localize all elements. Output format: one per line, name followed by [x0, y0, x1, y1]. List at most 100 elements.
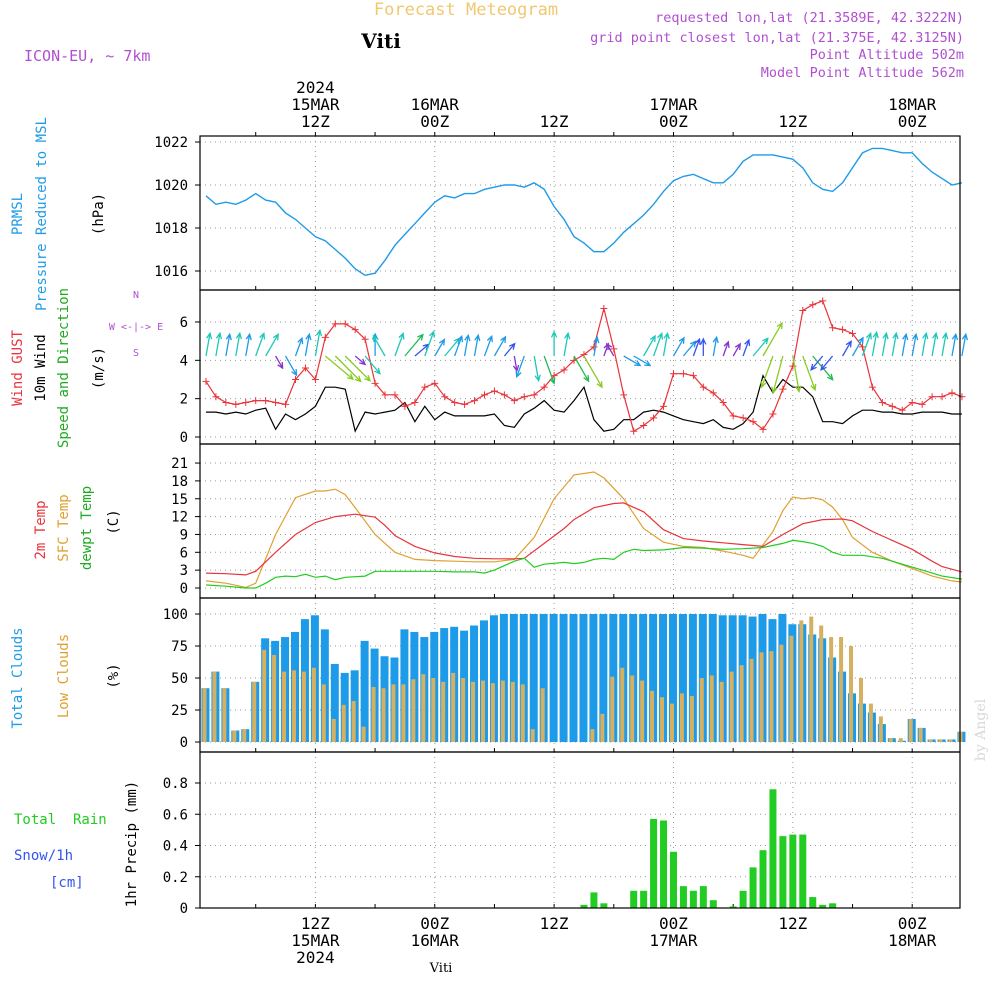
wind-direction-arrow — [732, 342, 741, 357]
wind-direction-arrow — [851, 336, 864, 357]
wind-direction-arrow — [951, 332, 959, 357]
wind-direction-arrow — [493, 335, 507, 357]
gust-marker — [291, 375, 299, 383]
wind-y-ticks: 0 2 4 6 — [180, 315, 200, 446]
wind-direction-arrow — [275, 355, 284, 370]
time-label: 18MAR — [888, 931, 937, 950]
time-label: 00Z — [659, 112, 688, 131]
total-cloud-bar — [718, 615, 727, 742]
wind-direction-arrow — [643, 334, 656, 357]
y-tick-label: 0 — [180, 735, 188, 751]
low-cloud-bar — [441, 681, 446, 742]
clouds-panel: 0 25 50 75 100 Total Clouds Low Clouds (%) — [10, 598, 966, 752]
low-cloud-bar — [232, 730, 237, 742]
low-cloud-bar — [669, 703, 674, 742]
y-tick-label: 6 — [180, 545, 188, 561]
low-cloud-bar — [361, 726, 366, 742]
rain-bar — [759, 850, 767, 908]
wind-direction-arrow — [294, 336, 304, 357]
credit-watermark: by Angel — [973, 698, 989, 761]
wind-direction-arrow — [550, 330, 558, 356]
gust-marker — [669, 370, 677, 378]
low-cloud-bar — [540, 688, 545, 742]
wind-direction-arrow — [284, 355, 298, 377]
low-cloud-bar — [868, 703, 873, 742]
gust-marker — [351, 326, 359, 334]
time-label: 18MAR — [888, 95, 937, 114]
sfc-temp-line — [205, 471, 962, 589]
rain-bar — [590, 892, 598, 908]
total-cloud-bar — [668, 614, 677, 742]
low-cloud-bar — [749, 658, 754, 742]
wind-direction-arrow — [662, 331, 670, 357]
low-cloud-bar — [650, 690, 655, 742]
gust-marker — [759, 425, 767, 433]
y-tick-label: 0.4 — [163, 839, 188, 855]
low-cloud-bar — [411, 679, 416, 742]
gust-marker — [819, 297, 827, 305]
gust-marker — [809, 301, 817, 309]
low-cloud-bar — [590, 729, 595, 742]
gust-marker — [500, 391, 508, 399]
low-cloud-bar — [819, 625, 824, 742]
model-point-altitude: Model Point Altitude 562m — [761, 65, 964, 81]
chart-title: Forecast Meteogram — [374, 0, 558, 20]
low-cloud-bar — [391, 684, 396, 742]
total-rain-label: Total Rain — [14, 812, 107, 828]
time-label: 17MAR — [649, 95, 698, 114]
y-tick-label: 50 — [171, 671, 188, 687]
prmsl-label: PRMSL — [10, 193, 26, 235]
gust-marker — [232, 400, 240, 408]
gust-marker — [590, 343, 598, 351]
total-cloud-bar — [579, 614, 588, 742]
time-label: 00Z — [420, 914, 449, 933]
low-cloud-bar — [779, 644, 784, 742]
y-tick-label: 1022 — [154, 135, 188, 151]
gust-marker — [411, 398, 419, 406]
time-label: 00Z — [898, 112, 927, 131]
wind-direction-arrow — [573, 355, 590, 383]
time-label: 15MAR — [291, 95, 340, 114]
time-label: 12Z — [540, 914, 569, 933]
gust-marker — [640, 421, 648, 429]
low-cloud-bar — [461, 678, 466, 742]
gust-marker — [839, 326, 847, 334]
gust-marker — [600, 305, 608, 313]
rain-bar — [799, 834, 807, 908]
clouds-y-ticks: 0 25 50 75 100 — [163, 607, 200, 751]
temperature-panel: 0 3 6 912 15 18 21 2m Temp SFC Temp dewpt Temp… — [33, 444, 963, 598]
gust-marker — [431, 379, 439, 387]
gust-marker — [888, 402, 896, 410]
gust-marker — [321, 333, 329, 341]
low-cloud-bar — [431, 678, 436, 742]
wind-direction-arrow — [871, 330, 879, 357]
low-cloud-bar — [421, 674, 426, 742]
rain-bar — [580, 904, 588, 908]
total-cloud-bar — [649, 614, 658, 742]
low-cloud-bar — [262, 649, 267, 742]
gust-marker — [739, 414, 747, 422]
low-cloud-bar — [709, 675, 714, 742]
gust-marker — [451, 398, 459, 406]
sfc-temp-label: SFC Temp — [56, 494, 72, 561]
pressure-line — [205, 147, 963, 277]
wind-direction-arrow — [961, 332, 969, 357]
wind-direction-arrow — [606, 342, 615, 357]
low-cloud-bar — [948, 739, 953, 742]
y-tick-label: 4 — [180, 353, 188, 369]
wind-10m-label: 10m Wind — [33, 334, 49, 401]
wind-direction-arrow — [820, 355, 834, 371]
total-cloud-bar — [539, 614, 548, 742]
gust-marker — [699, 383, 707, 391]
low-cloud-bar — [809, 616, 814, 742]
low-cloud-bar — [282, 671, 287, 742]
gust-marker — [709, 389, 717, 397]
time-label: 00Z — [898, 914, 927, 933]
wind-direction-arrow — [941, 331, 949, 357]
low-cloud-bar — [480, 680, 485, 742]
gust-marker — [829, 324, 837, 332]
time-label: 12Z — [540, 112, 569, 131]
gust-marker — [948, 389, 956, 397]
low-cloud-bar — [371, 686, 376, 742]
